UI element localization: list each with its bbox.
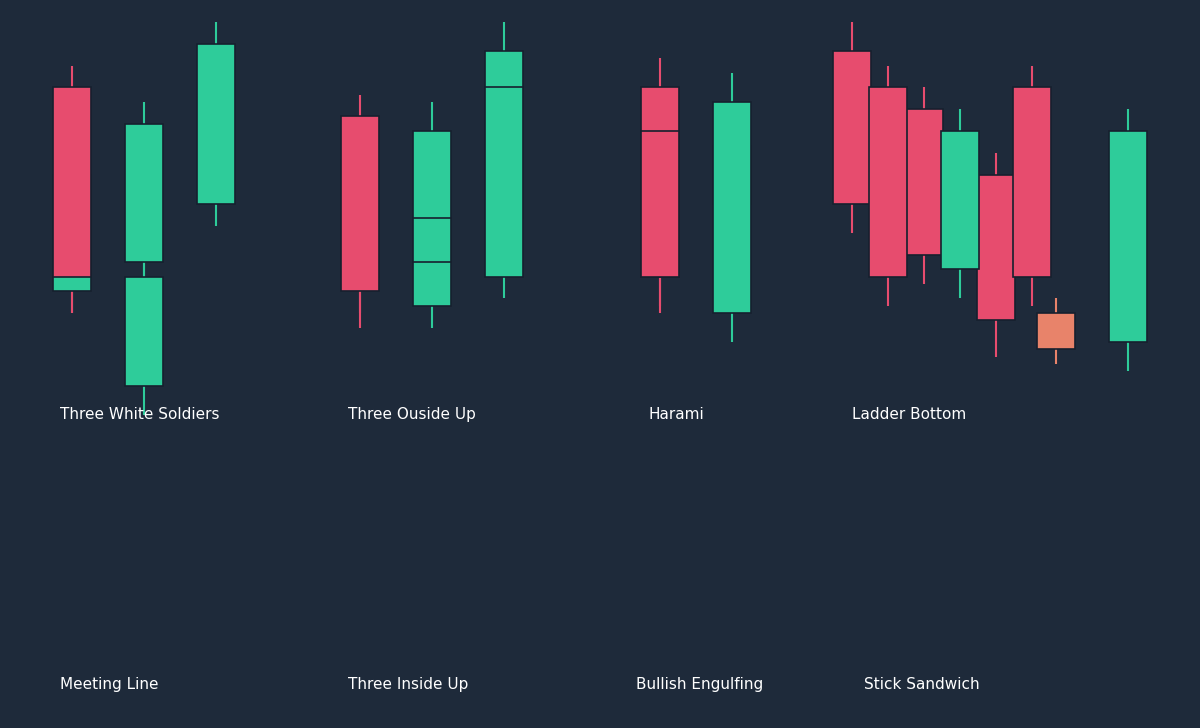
Text: Harami: Harami (648, 407, 703, 422)
FancyBboxPatch shape (833, 51, 871, 204)
FancyBboxPatch shape (641, 131, 679, 277)
FancyBboxPatch shape (713, 146, 751, 204)
FancyBboxPatch shape (641, 87, 679, 277)
FancyBboxPatch shape (341, 116, 379, 291)
Text: Meeting Line: Meeting Line (60, 676, 158, 692)
Text: Three White Soldiers: Three White Soldiers (60, 407, 220, 422)
FancyBboxPatch shape (485, 51, 523, 218)
FancyBboxPatch shape (53, 87, 91, 277)
FancyBboxPatch shape (485, 87, 523, 277)
FancyBboxPatch shape (341, 160, 379, 277)
Text: Bullish Engulfing: Bullish Engulfing (636, 676, 763, 692)
FancyBboxPatch shape (941, 131, 979, 269)
Text: Stick Sandwich: Stick Sandwich (864, 676, 979, 692)
FancyBboxPatch shape (905, 109, 943, 255)
FancyBboxPatch shape (197, 44, 235, 204)
FancyBboxPatch shape (413, 131, 451, 306)
FancyBboxPatch shape (1013, 87, 1051, 277)
FancyBboxPatch shape (125, 277, 163, 386)
Text: Three Inside Up: Three Inside Up (348, 676, 468, 692)
Text: Ladder Bottom: Ladder Bottom (852, 407, 966, 422)
FancyBboxPatch shape (413, 218, 451, 262)
FancyBboxPatch shape (1109, 131, 1147, 342)
Text: Three Ouside Up: Three Ouside Up (348, 407, 476, 422)
FancyBboxPatch shape (713, 102, 751, 313)
FancyBboxPatch shape (1037, 313, 1075, 349)
FancyBboxPatch shape (125, 124, 163, 262)
FancyBboxPatch shape (53, 175, 91, 291)
FancyBboxPatch shape (869, 87, 907, 277)
FancyBboxPatch shape (977, 175, 1015, 320)
